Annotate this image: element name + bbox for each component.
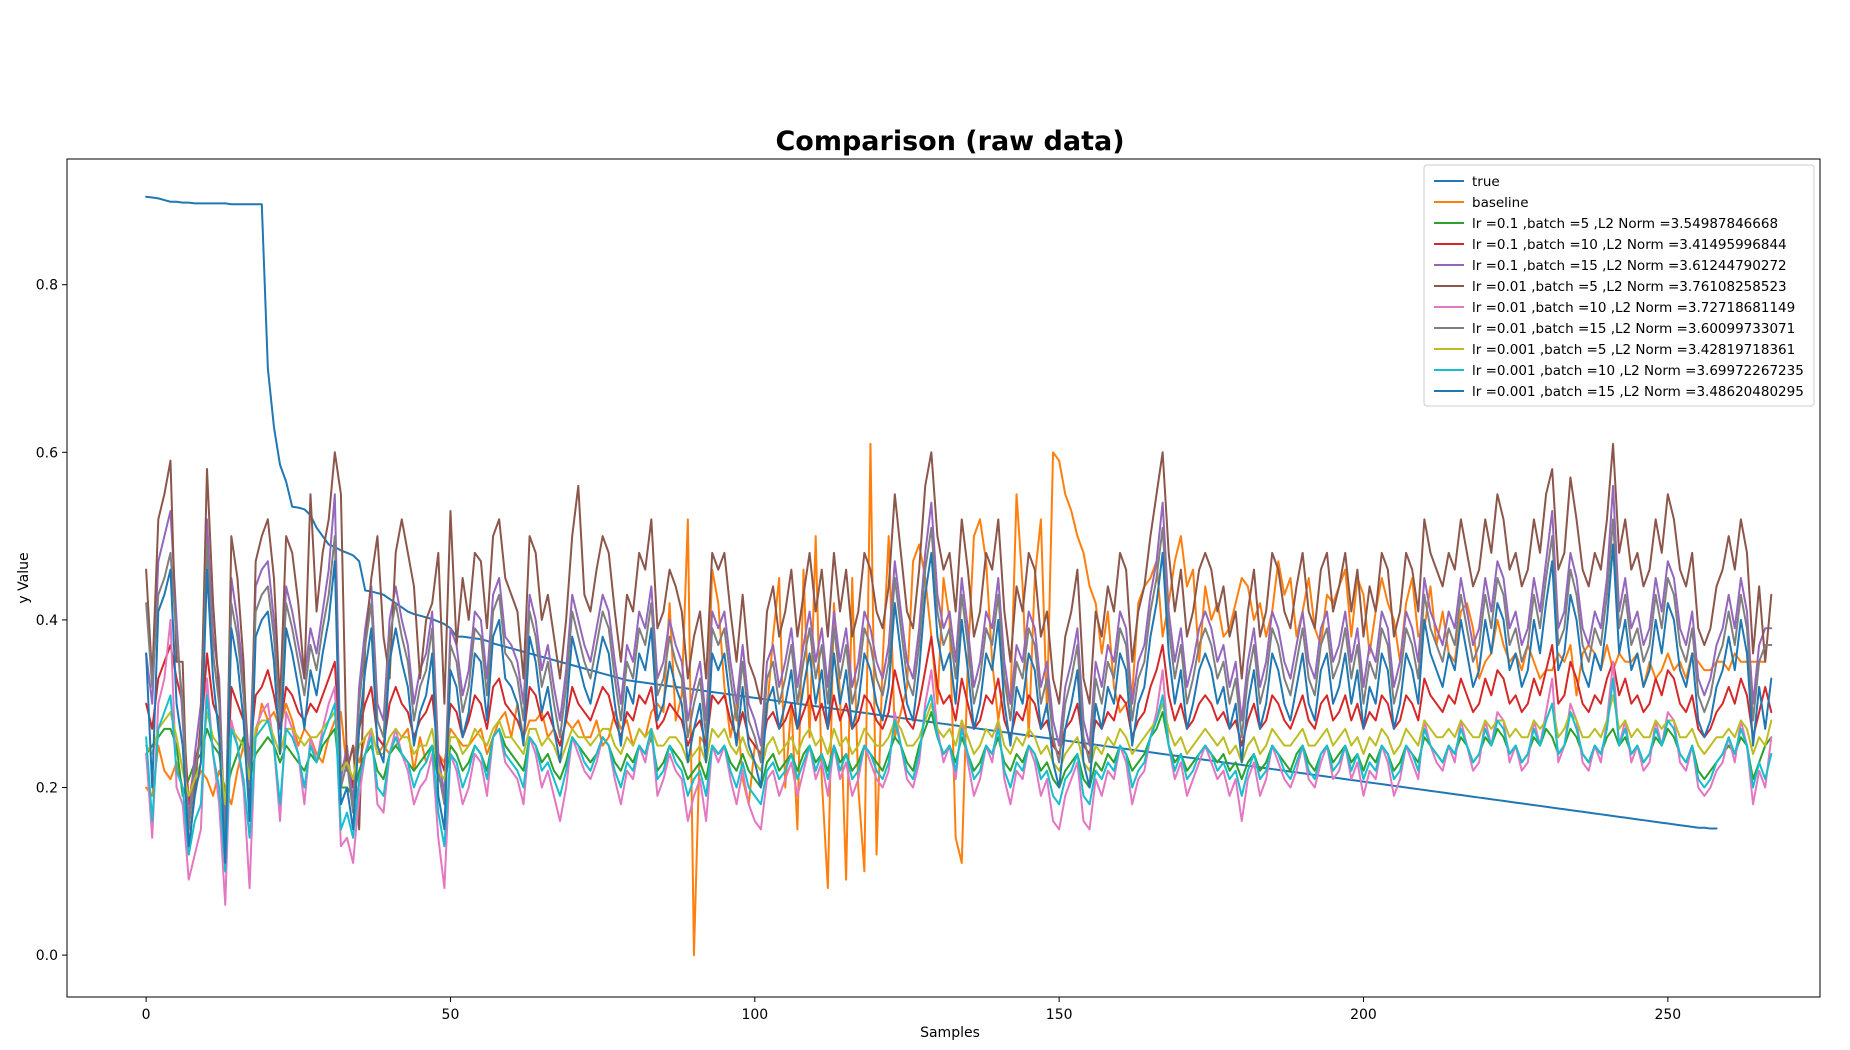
legend-label: lr =0.01 ,batch =15 ,L2 Norm =3.60099733…	[1472, 321, 1795, 337]
series-line-9	[145, 677, 1773, 873]
x-tick-label: 0	[142, 1007, 151, 1023]
legend-label: lr =0.001 ,batch =15 ,L2 Norm =3.4862048…	[1472, 384, 1804, 400]
x-axis-ticks: 0 50 100 150 200 250	[142, 997, 1681, 1023]
legend-label: baseline	[1472, 195, 1529, 211]
x-tick-label: 200	[1350, 1007, 1377, 1023]
series-line-7	[145, 518, 1773, 856]
y-tick-label: 0.0	[36, 948, 58, 964]
legend-label: lr =0.01 ,batch =5 ,L2 Norm =3.761082585…	[1472, 279, 1787, 295]
x-tick-label: 100	[741, 1007, 768, 1023]
legend-label: lr =0.1 ,batch =5 ,L2 Norm =3.5498784666…	[1472, 216, 1778, 232]
y-axis-label: y Value	[16, 552, 32, 603]
legend-box	[1423, 164, 1815, 407]
x-tick-label: 250	[1654, 1007, 1681, 1023]
y-axis-ticks: 0.0 0.2 0.4 0.6 0.8	[36, 278, 67, 964]
legend-label: lr =0.01 ,batch =10 ,L2 Norm =3.72718681…	[1472, 300, 1795, 316]
x-tick-label: 150	[1046, 1007, 1073, 1023]
y-tick-label: 0.6	[36, 445, 58, 461]
series-line-10	[145, 543, 1773, 864]
series-line-0	[145, 195, 1718, 830]
legend-label: lr =0.001 ,batch =5 ,L2 Norm =3.42819718…	[1472, 342, 1795, 358]
legend: true baseline lr =0.1 ,batch =5 ,L2 Norm =…	[1423, 164, 1815, 407]
series-line-5	[145, 442, 1773, 873]
series-layer	[145, 195, 1773, 957]
y-tick-label: 0.2	[36, 781, 58, 797]
x-axis-label: Samples	[920, 1025, 980, 1041]
legend-label: lr =0.1 ,batch =15 ,L2 Norm =3.612447902…	[1472, 258, 1787, 274]
series-line-8	[145, 694, 1773, 806]
series-line-1	[145, 442, 1767, 957]
chart-title: Comparison (raw data)	[775, 126, 1124, 157]
y-tick-label: 0.4	[36, 613, 58, 629]
legend-label: lr =0.001 ,batch =10 ,L2 Norm =3.6997226…	[1472, 363, 1804, 379]
y-tick-label: 0.8	[36, 278, 58, 294]
legend-label: lr =0.1 ,batch =10 ,L2 Norm =3.414959968…	[1472, 237, 1787, 253]
plot-frame	[66, 158, 1821, 998]
x-tick-label: 50	[442, 1007, 460, 1023]
series-line-4	[145, 484, 1773, 848]
legend-label: true	[1472, 174, 1500, 190]
